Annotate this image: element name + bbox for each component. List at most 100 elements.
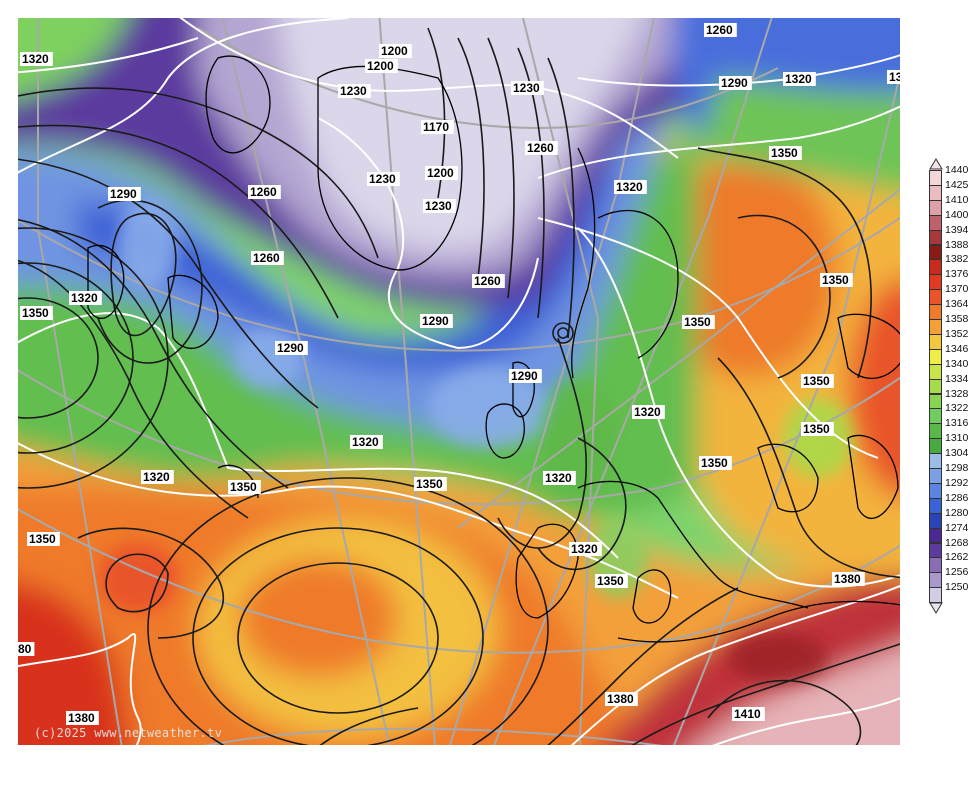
- colorbar-swatch: [929, 393, 942, 410]
- colorbar-swatch: [929, 497, 942, 514]
- contour-label: 1410: [732, 707, 765, 721]
- contour-label: 1380: [66, 711, 99, 725]
- contour-label: 1350: [682, 315, 715, 329]
- colorbar-swatch: [929, 170, 942, 186]
- contour-label: 1350: [820, 273, 853, 287]
- colorbar-label: 1274: [945, 521, 969, 534]
- svg-text:1200: 1200: [367, 59, 394, 73]
- colorbar-swatch: [929, 214, 942, 231]
- svg-text:1320: 1320: [22, 52, 49, 66]
- contour-label: 1320: [350, 435, 383, 449]
- contour-label: 1350: [27, 532, 60, 546]
- contour-label: 1290: [275, 341, 308, 355]
- contour-label: 1350: [595, 574, 628, 588]
- colorbar-label: 1322: [945, 402, 969, 415]
- colorbar-swatch: [929, 319, 942, 335]
- contour-label: 1320: [20, 52, 53, 66]
- contour-label: 1260: [251, 251, 284, 265]
- contour-label: 1320: [783, 72, 816, 86]
- svg-text:1350: 1350: [684, 315, 711, 329]
- contour-label: 1290: [108, 187, 141, 201]
- svg-text:1350: 1350: [701, 456, 728, 470]
- contour-label: 1350: [801, 422, 834, 436]
- colorbar-swatch: [929, 274, 942, 291]
- contour-label: 1290: [719, 76, 752, 90]
- colorbar-swatch: [929, 304, 942, 320]
- svg-text:1320: 1320: [71, 291, 98, 305]
- colorbar-swatch: [929, 363, 942, 380]
- colorbar-label: 1268: [945, 536, 969, 549]
- contour-label: 1350: [699, 456, 732, 470]
- contour-label: 1380: [605, 692, 638, 706]
- colorbar-label: 1316: [945, 417, 969, 430]
- colorbar-swatch: [929, 229, 942, 246]
- colorbar-label: 1358: [945, 313, 969, 325]
- contour-label: 1320: [632, 405, 665, 419]
- contour-label: 1260: [525, 141, 558, 155]
- colorbar-label: 1304: [945, 447, 969, 460]
- height-contours: [18, 27, 900, 745]
- colorbar-swatch: [929, 527, 942, 544]
- svg-text:1200: 1200: [381, 44, 408, 58]
- svg-text:1350: 1350: [803, 422, 830, 436]
- graticule: [18, 18, 900, 745]
- contour-label: 1230: [367, 172, 400, 186]
- svg-text:1350: 1350: [416, 477, 443, 491]
- colorbar-label: 1425: [945, 178, 969, 191]
- colorbar-swatch: [929, 572, 942, 589]
- colorbar-swatch: [929, 199, 942, 216]
- svg-text:1350: 1350: [29, 532, 56, 546]
- contour-label: 1260: [472, 274, 505, 288]
- colorbar-label: 1382: [945, 253, 969, 266]
- colorbar-swatch: [929, 512, 942, 529]
- colorbar-label: 1280: [945, 506, 969, 519]
- colorbar-swatch: [929, 423, 942, 440]
- svg-text:1350: 1350: [230, 480, 257, 494]
- contour-label: 1320: [141, 470, 174, 484]
- svg-text:1320: 1320: [616, 180, 643, 194]
- svg-text:1380: 1380: [834, 572, 861, 586]
- contour-label: 1350: [801, 374, 834, 388]
- svg-text:80: 80: [18, 642, 32, 656]
- contour-label: 1200: [425, 166, 458, 180]
- colorbar-swatch: [929, 289, 942, 306]
- colorbar-label: 1286: [945, 491, 969, 504]
- svg-text:1320: 1320: [785, 72, 812, 86]
- contour-label: 1320: [543, 471, 576, 485]
- colorbar-swatch: [929, 453, 942, 469]
- colorbar-swatch: [929, 378, 942, 395]
- svg-text:1230: 1230: [340, 84, 367, 98]
- svg-text:1170: 1170: [423, 120, 449, 134]
- copyright-text: (c)2025 www.netweather.tv: [34, 726, 223, 740]
- svg-text:1350: 1350: [22, 306, 49, 320]
- svg-text:1380: 1380: [68, 711, 95, 725]
- contour-label: 1320: [614, 180, 647, 194]
- contour-label: 1350: [769, 146, 802, 160]
- svg-text:1290: 1290: [277, 341, 304, 355]
- colorbar-label: 1262: [945, 551, 969, 564]
- contour-label: 1380: [832, 572, 865, 586]
- colorbar-label: 1310: [945, 432, 969, 445]
- contour-label: 1350: [20, 306, 53, 320]
- svg-text:1350: 1350: [771, 146, 798, 160]
- colorbar-swatch: [929, 184, 942, 201]
- colorbar-label: 1334: [945, 372, 969, 385]
- colorbar-swatch: [929, 482, 942, 499]
- svg-text:1260: 1260: [527, 141, 554, 155]
- contour-label: 1200: [365, 59, 398, 73]
- contour-label: 1200: [379, 44, 412, 58]
- svg-text:1320: 1320: [352, 435, 379, 449]
- colorbar-label: 1340: [945, 357, 969, 370]
- colorbar-label: 1298: [945, 462, 969, 474]
- colorbar-label: 1352: [945, 327, 969, 340]
- contour-label: 1170: [421, 120, 454, 134]
- svg-text:1290: 1290: [721, 76, 748, 90]
- colorbar-label: 1388: [945, 238, 969, 251]
- colorbar-label: 1410: [945, 193, 969, 206]
- colorbar-swatch: [929, 438, 942, 455]
- contour-label: 1290: [420, 314, 453, 328]
- svg-text:1260: 1260: [706, 23, 733, 37]
- svg-text:1290: 1290: [110, 187, 137, 201]
- svg-text:1290: 1290: [511, 369, 538, 383]
